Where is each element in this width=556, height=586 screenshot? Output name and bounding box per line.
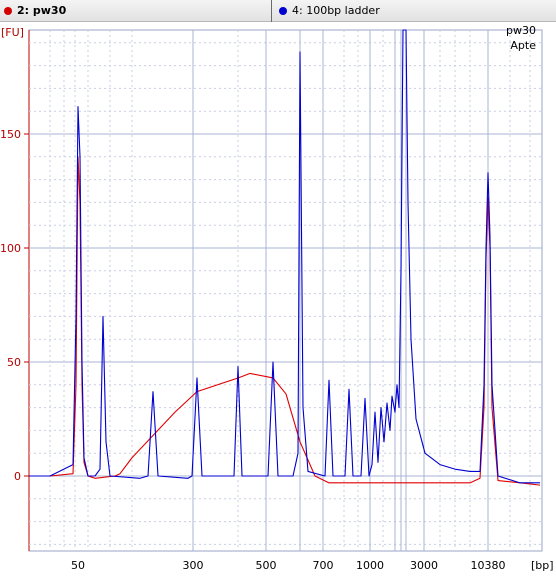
tab-label: 2: pw30	[17, 4, 67, 17]
y-tick-labels: 0 50 100 150	[0, 128, 29, 483]
series-lines	[29, 29, 541, 486]
y-tick-label: 0	[14, 470, 21, 483]
tab-bar: 2: pw30 4: 100bp ladder	[0, 0, 556, 22]
tab-label: 4: 100bp ladder	[292, 4, 380, 17]
y-tick-label: 100	[0, 242, 21, 255]
tab-divider	[271, 0, 272, 22]
x-tick-label: 300	[183, 559, 204, 572]
x-tick-labels: 50 300 500 700 1000 3000 10380	[71, 559, 506, 572]
x-axis-label: [bp]	[531, 559, 554, 572]
series-line-ladder	[29, 29, 540, 484]
x-tick-label: 1000	[356, 559, 384, 572]
y-tick-label: 50	[7, 356, 21, 369]
annotation-note: Apte	[510, 39, 536, 52]
x-tick-label: 3000	[410, 559, 438, 572]
blue-dot-icon	[279, 6, 287, 15]
x-tick-label: 500	[256, 559, 277, 572]
red-dot-icon	[4, 6, 12, 15]
x-tick-label: 700	[313, 559, 334, 572]
tab-sample-2[interactable]: 2: pw30	[4, 0, 66, 21]
x-tick-label: 50	[71, 559, 85, 572]
y-tick-label: 150	[0, 128, 21, 141]
tab-sample-4[interactable]: 4: 100bp ladder	[279, 0, 380, 21]
plot-area	[28, 29, 543, 552]
annotation-sample: pw30	[506, 24, 536, 37]
y-axis-label: [FU]	[1, 26, 24, 39]
x-tick-label: 10380	[471, 559, 506, 572]
